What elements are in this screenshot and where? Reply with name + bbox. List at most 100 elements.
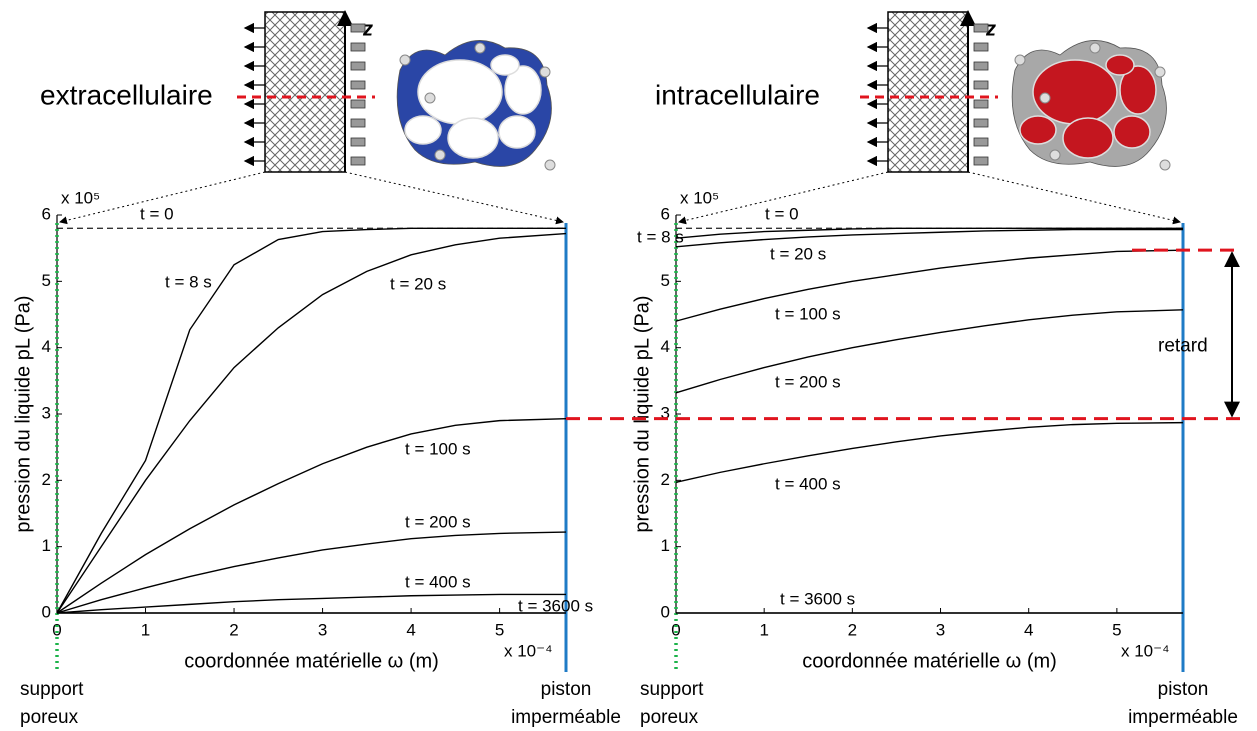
curve-label: t = 3600 s [518,596,593,615]
cell [448,118,498,158]
y-tick-label: 4 [661,337,670,356]
curve-label: t = 3600 s [780,589,855,608]
curve [676,310,1183,393]
left-note: support [20,679,84,700]
curve-label: t = 200 s [775,372,841,391]
x-tick-label: 2 [848,620,857,639]
figure: 0 1 2 3 4 5 6 0 1 2 3 4 5 coordonnée matérielle ω (m)… [0,0,1257,731]
particle [425,93,435,103]
x-tick-label: 1 [759,620,768,639]
piston-arrow [974,62,988,70]
curve-label: t = 400 s [405,572,471,591]
curve [57,419,566,613]
particle [1040,93,1050,103]
curve [676,250,1183,321]
cell [1020,116,1056,144]
y-multiplier: x 10⁵ [680,188,719,207]
cell [1063,118,1113,158]
piston-arrow [974,100,988,108]
particle [475,43,485,53]
curve-label: t = 8 s [165,272,212,291]
particle [1090,43,1100,53]
piston-arrow [974,119,988,127]
x-tick-label: 0 [52,620,61,639]
particle [1050,150,1060,160]
x-axis-label: coordonnée matérielle ω (m) [802,650,1057,672]
particle [1160,160,1170,170]
x-tick-label: 3 [936,620,945,639]
cell [1114,116,1150,148]
y-tick-label: 5 [42,271,51,290]
cell [405,116,441,144]
y-tick-label: 1 [42,536,51,555]
x-tick-label: 2 [229,620,238,639]
particle [435,150,445,160]
piston-arrow [351,157,365,165]
y-tick-label: 0 [42,602,51,621]
y-tick-label: 1 [661,536,670,555]
annotation: retard [1158,335,1208,356]
x-tick-label: 3 [318,620,327,639]
curve-label: t = 400 s [775,474,841,493]
cell [418,60,502,124]
cell [491,55,519,75]
piston-arrow [351,81,365,89]
x-tick-label: 1 [141,620,150,639]
piston-arrow [351,138,365,146]
piston-arrow [351,43,365,51]
curve-label: t = 8 s [637,227,684,246]
particle [545,160,555,170]
y-tick-label: 6 [42,204,51,223]
cell [1033,60,1117,124]
y-multiplier: x 10⁵ [61,188,100,207]
right-note: piston [541,679,592,700]
right-note: imperméable [1128,707,1238,728]
cell [1106,55,1134,75]
piston-arrow [974,81,988,89]
x-multiplier: x 10⁻⁴ [1121,641,1169,660]
curve [676,423,1183,483]
curve [57,532,566,613]
zoom-line [345,172,563,222]
x-axis-label: coordonnée matérielle ω (m) [184,650,439,672]
panel-title: extracellulaire [40,79,213,110]
left-note: poreux [640,707,699,728]
particle [1155,67,1165,77]
x-tick-label: 4 [406,620,415,639]
piston-arrow [351,100,365,108]
y-axis-label: pression du liquide pL (Pa) [631,295,653,532]
curve-label: t = 0 [140,204,174,223]
piston-arrow [351,24,365,32]
y-tick-label: 6 [661,204,670,223]
curve-label: t = 0 [765,204,799,223]
x-tick-label: 0 [671,620,680,639]
sample-block [888,12,968,172]
y-tick-label: 4 [42,337,51,356]
piston-arrow [351,62,365,70]
y-tick-label: 3 [42,403,51,422]
curve-label: t = 200 s [405,512,471,531]
zoom-line [968,172,1180,222]
y-tick-label: 0 [661,602,670,621]
y-tick-label: 2 [661,470,670,489]
right-note: imperméable [511,707,621,728]
curve-label: t = 100 s [775,304,841,323]
piston-arrow [974,157,988,165]
x-tick-label: 5 [1112,620,1121,639]
y-tick-label: 5 [661,271,670,290]
curve [57,594,566,613]
y-tick-label: 2 [42,470,51,489]
x-multiplier: x 10⁻⁴ [504,641,552,660]
piston-arrow [974,24,988,32]
curve-label: t = 20 s [770,244,826,263]
sample-block [265,12,345,172]
panel-title: intracellulaire [655,79,820,110]
piston-arrow [974,43,988,51]
curve [57,234,566,613]
curve [57,228,566,613]
piston-arrow [351,119,365,127]
left-note: poreux [20,707,79,728]
curve-label: t = 100 s [405,439,471,458]
piston-arrow [974,138,988,146]
x-tick-label: 4 [1024,620,1033,639]
